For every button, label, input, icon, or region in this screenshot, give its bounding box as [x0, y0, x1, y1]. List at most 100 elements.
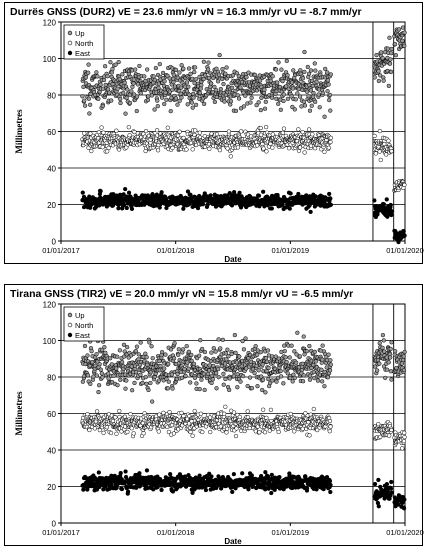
up-point — [108, 60, 113, 65]
east-point — [308, 209, 313, 215]
up-point — [164, 97, 169, 102]
up-point — [389, 46, 394, 52]
east-point — [98, 188, 103, 194]
up-point — [134, 344, 140, 349]
up-point — [281, 98, 286, 104]
up-point — [199, 83, 204, 88]
up-point — [327, 97, 332, 103]
up-point — [381, 78, 386, 83]
north-point — [207, 146, 212, 151]
up-point — [120, 72, 125, 77]
up-point — [294, 360, 299, 365]
up-point — [383, 375, 388, 381]
up-point — [322, 114, 327, 119]
up-point — [240, 338, 245, 344]
up-point — [262, 106, 268, 111]
north-point — [401, 439, 407, 444]
up-point — [162, 101, 167, 107]
up-point — [217, 52, 222, 58]
north-point — [308, 143, 314, 148]
up-point — [218, 346, 223, 351]
up-point — [143, 374, 148, 380]
north-point — [328, 135, 333, 141]
up-point — [235, 385, 240, 390]
up-point — [206, 67, 211, 72]
up-point — [326, 352, 331, 357]
up-point — [326, 82, 331, 87]
up-point — [389, 377, 394, 382]
up-point — [302, 103, 308, 108]
north-point — [306, 127, 312, 132]
up-point — [197, 386, 202, 392]
north-point — [310, 132, 315, 137]
y-tick-label: 100 — [43, 55, 57, 64]
up-point — [173, 96, 179, 101]
up-point — [228, 99, 234, 104]
up-point — [263, 99, 268, 104]
up-point — [144, 355, 149, 360]
up-point — [146, 94, 151, 99]
up-point — [138, 340, 143, 345]
east-point — [389, 212, 394, 218]
east-point — [124, 205, 129, 211]
up-point — [184, 344, 189, 349]
north-point — [263, 124, 269, 130]
up-point — [328, 358, 333, 363]
east-point — [159, 190, 164, 195]
up-point — [130, 388, 135, 393]
north-point — [223, 404, 228, 409]
up-point — [260, 377, 266, 382]
north-point — [157, 412, 162, 417]
north-point — [377, 128, 383, 134]
up-point — [82, 98, 87, 103]
up-point — [106, 371, 111, 376]
up-point — [378, 73, 383, 78]
north-point — [129, 426, 134, 431]
up-point — [320, 357, 325, 362]
north-point — [302, 150, 307, 155]
up-point — [389, 51, 394, 56]
up-point — [304, 349, 310, 354]
north-point — [190, 433, 195, 438]
up-point — [229, 85, 235, 90]
up-point — [227, 387, 232, 393]
up-point — [313, 68, 318, 73]
east-point — [203, 487, 209, 493]
up-point — [381, 338, 386, 343]
up-point — [377, 341, 382, 346]
up-point — [85, 373, 91, 378]
north-point — [231, 410, 237, 415]
chart-title: Tirana GNSS (TIR2) vE = 20.0 mm/yr vN = … — [10, 288, 354, 300]
up-point — [121, 90, 126, 96]
up-point — [394, 365, 399, 371]
east-point — [328, 196, 333, 201]
up-point — [233, 108, 239, 114]
up-point — [327, 368, 333, 373]
up-point — [96, 96, 101, 101]
y-tick-label: 60 — [47, 128, 56, 137]
north-point — [114, 128, 119, 133]
up-point — [114, 366, 119, 371]
up-point — [304, 89, 310, 94]
up-point — [387, 61, 393, 66]
north-point — [245, 415, 250, 420]
up-point — [193, 77, 198, 82]
north-point — [224, 430, 229, 435]
up-point — [189, 358, 194, 364]
up-point — [148, 380, 153, 386]
up-point — [281, 92, 286, 97]
east-point — [96, 470, 101, 475]
up-point — [156, 378, 162, 383]
east-point — [197, 193, 202, 199]
up-point — [278, 368, 283, 374]
up-point — [308, 68, 314, 73]
up-point — [138, 372, 143, 377]
up-point — [255, 352, 260, 357]
up-point — [215, 79, 221, 84]
up-point — [176, 347, 181, 352]
east-point — [159, 487, 164, 493]
east-point — [144, 468, 150, 473]
up-point — [211, 75, 216, 81]
up-point — [256, 368, 261, 373]
east-point — [230, 489, 235, 495]
